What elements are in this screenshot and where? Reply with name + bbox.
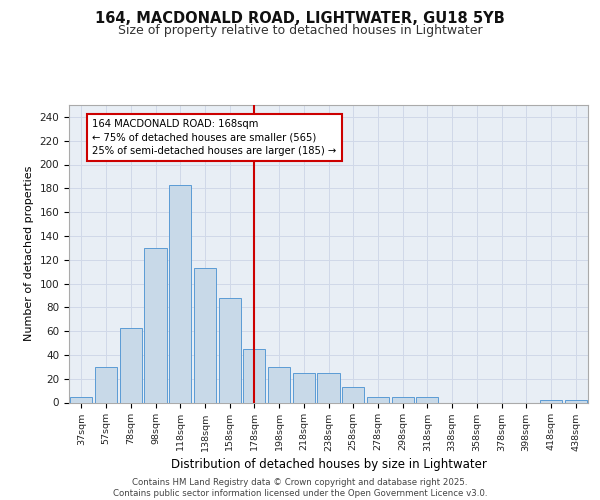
Bar: [540, 400, 562, 402]
Bar: [218, 298, 241, 403]
Bar: [367, 396, 389, 402]
Text: 164 MACDONALD ROAD: 168sqm
← 75% of detached houses are smaller (565)
25% of sem: 164 MACDONALD ROAD: 168sqm ← 75% of deta…: [92, 120, 337, 156]
Bar: [194, 268, 216, 402]
Text: Contains HM Land Registry data © Crown copyright and database right 2025.
Contai: Contains HM Land Registry data © Crown c…: [113, 478, 487, 498]
Bar: [293, 373, 315, 402]
Bar: [95, 367, 117, 402]
Text: 164, MACDONALD ROAD, LIGHTWATER, GU18 5YB: 164, MACDONALD ROAD, LIGHTWATER, GU18 5Y…: [95, 11, 505, 26]
X-axis label: Distribution of detached houses by size in Lightwater: Distribution of detached houses by size …: [170, 458, 487, 470]
Bar: [342, 387, 364, 402]
Bar: [317, 373, 340, 402]
Bar: [243, 349, 265, 403]
Bar: [416, 396, 439, 402]
Bar: [119, 328, 142, 402]
Bar: [392, 396, 414, 402]
Bar: [268, 367, 290, 402]
Bar: [565, 400, 587, 402]
Bar: [70, 396, 92, 402]
Bar: [169, 184, 191, 402]
Text: Size of property relative to detached houses in Lightwater: Size of property relative to detached ho…: [118, 24, 482, 37]
Y-axis label: Number of detached properties: Number of detached properties: [24, 166, 34, 342]
Bar: [145, 248, 167, 402]
